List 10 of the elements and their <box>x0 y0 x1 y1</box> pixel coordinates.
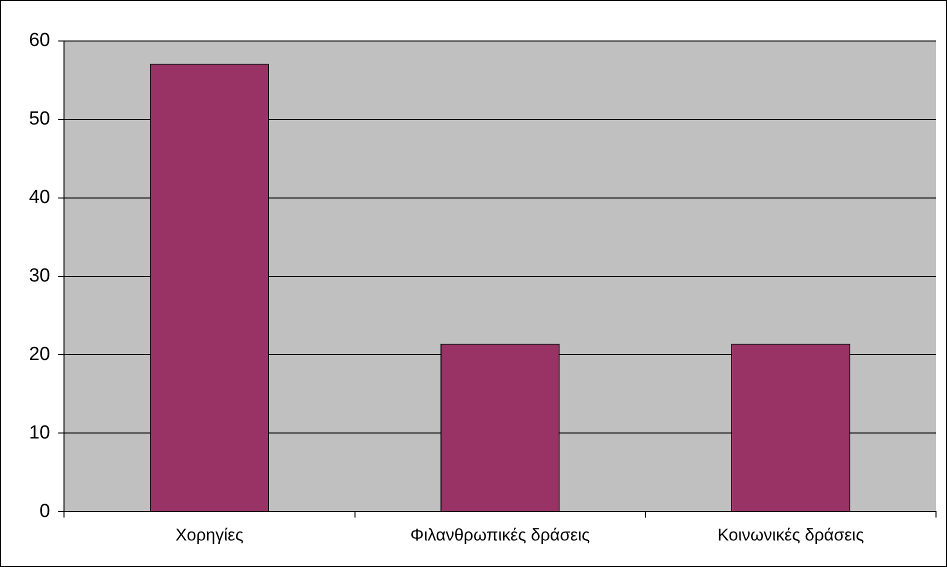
y-tick-label: 40 <box>28 187 50 208</box>
y-tick-label: 10 <box>28 422 50 444</box>
y-tick-label: 0 <box>40 500 50 522</box>
x-tick-label: Κοινωνικές δράσεις <box>717 525 864 544</box>
y-tick-label: 60 <box>28 30 50 52</box>
y-tick-label: 50 <box>28 108 50 130</box>
x-tick-label: Χορηγίες <box>175 525 244 544</box>
y-tick-label: 30 <box>28 266 50 287</box>
x-tick-label: Φιλανθρωπικές δράσεις <box>410 525 590 544</box>
y-tick-label: 20 <box>28 344 50 365</box>
